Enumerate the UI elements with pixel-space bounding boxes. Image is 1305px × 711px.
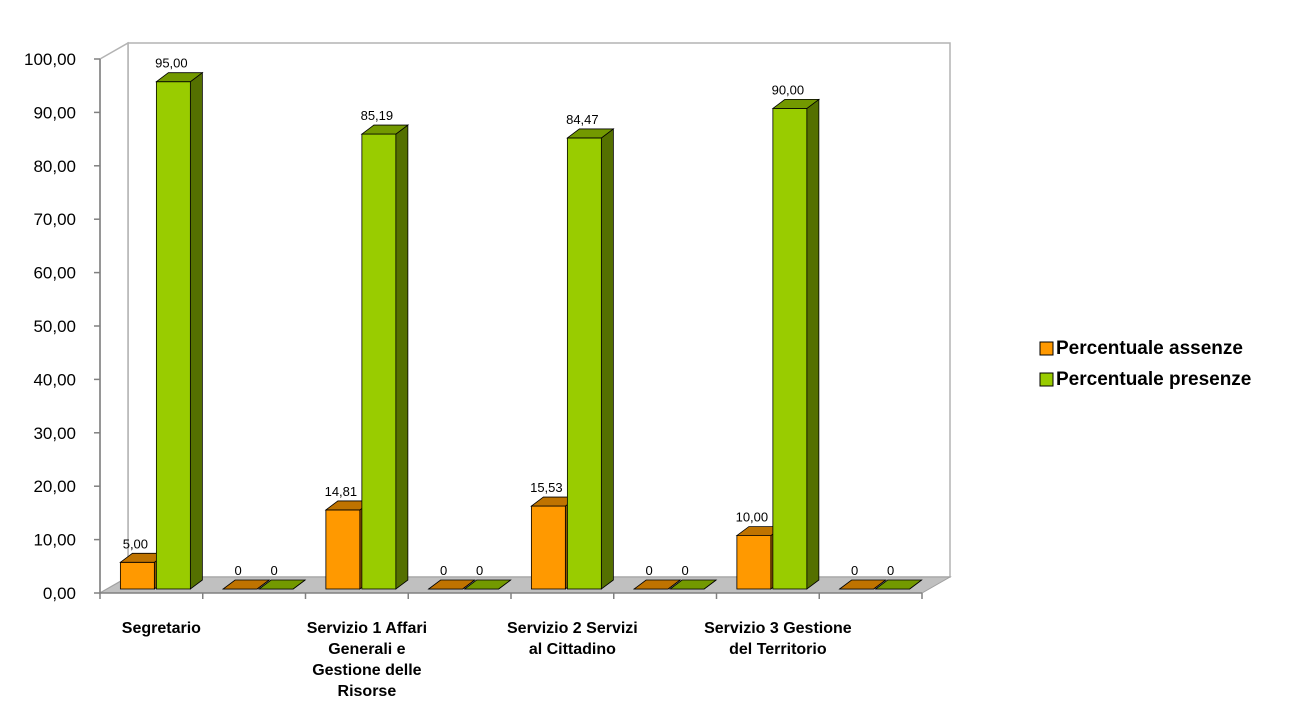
chart-walls (98, 41, 952, 595)
data-label: 84,47 (566, 112, 599, 127)
bar (427, 579, 476, 590)
data-label: 0 (682, 563, 689, 578)
bar-top (566, 128, 615, 139)
x-tick-label: Servizio 1 Affari (307, 620, 427, 637)
chart-data-labels: 5,00 95,00 0 0 14,81 85,19 0 0 15,53 84,47 0 0 10,00… (123, 56, 895, 578)
chart-bars (119, 71, 923, 590)
bar-top (155, 72, 204, 83)
y-tick-label: 30,00 (33, 424, 76, 443)
data-label: 0 (646, 563, 653, 578)
bar (155, 71, 204, 590)
chart-axes: 0,00 10,00 20,00 30,00 40,00 50,00 60,00 70,00 8… (24, 50, 923, 603)
data-label: 95,00 (155, 56, 188, 71)
bar-front (772, 108, 808, 590)
x-tick-label: Gestione delle (312, 662, 421, 679)
y-tick-label: 40,00 (33, 370, 76, 389)
bar-front (566, 137, 602, 590)
x-axis-labels: Segretario Servizio 1 Affari Generali e Ges… (122, 620, 852, 700)
bar-side (395, 124, 409, 590)
x-tick-label: Risorse (338, 683, 397, 700)
side-wall (99, 41, 129, 595)
y-tick-label: 70,00 (33, 210, 76, 229)
bar (838, 579, 887, 590)
data-label: 0 (235, 563, 242, 578)
bar (566, 128, 615, 590)
bar (771, 98, 821, 590)
bar-front (155, 81, 191, 590)
bar-top (874, 579, 923, 590)
bar-front (119, 561, 155, 590)
x-tick-label: del Territorio (729, 641, 827, 658)
x-tick-label: Segretario (122, 620, 201, 637)
x-tick-label: Servizio 2 Servizi (507, 620, 638, 637)
x-tick-label: Servizio 3 Gestione (704, 620, 852, 637)
data-label: 5,00 (123, 536, 148, 551)
data-label: 85,19 (361, 108, 394, 123)
floor (98, 576, 952, 594)
bar-side (189, 71, 203, 590)
bar (221, 579, 271, 590)
bar-top (771, 99, 821, 109)
data-label: 0 (476, 563, 483, 578)
bar-top (257, 579, 307, 590)
bar-front (736, 535, 772, 590)
y-tick-label: 10,00 (33, 531, 76, 550)
x-tick-label: al Cittadino (529, 641, 616, 658)
x-tick-label: Generali e (328, 641, 405, 658)
y-tick-label: 90,00 (33, 103, 76, 122)
chart-legend: Percentuale assenze Percentuale presenze (1039, 338, 1251, 390)
y-tick-label: 60,00 (33, 264, 76, 283)
data-label: 0 (271, 563, 278, 578)
data-label: 14,81 (325, 484, 358, 499)
bar-front (530, 505, 566, 590)
legend-label: Percentuale assenze (1056, 338, 1243, 359)
bar-top (463, 579, 512, 590)
y-tick-label: 20,00 (33, 477, 76, 496)
back-wall (127, 42, 951, 578)
y-tick-label: 0,00 (43, 584, 76, 603)
bar-side (806, 98, 820, 590)
bar (668, 579, 718, 590)
data-label: 0 (851, 563, 858, 578)
data-label: 15,53 (530, 480, 563, 495)
bar-front (325, 509, 361, 590)
bar-top (360, 124, 410, 135)
data-label: 0 (887, 563, 894, 578)
y-tick-label: 80,00 (33, 157, 76, 176)
bar (874, 579, 923, 590)
bar (360, 124, 410, 590)
y-tick-label: 50,00 (33, 317, 76, 336)
bar-top (427, 579, 476, 590)
bar (257, 579, 307, 590)
bar-top (838, 579, 887, 590)
legend-swatch (1039, 372, 1054, 387)
legend-swatch (1039, 341, 1054, 356)
bar-top (668, 579, 718, 590)
y-tick-label: 100,00 (24, 50, 76, 69)
data-label: 90,00 (772, 82, 805, 97)
bar-top (221, 579, 271, 590)
bar (632, 579, 682, 590)
bar-top (632, 579, 682, 590)
legend-label: Percentuale presenze (1056, 369, 1251, 390)
data-label: 10,00 (736, 510, 769, 525)
data-label: 0 (440, 563, 447, 578)
bar-front (361, 133, 397, 590)
bar (463, 579, 512, 590)
bar-side (600, 128, 614, 590)
